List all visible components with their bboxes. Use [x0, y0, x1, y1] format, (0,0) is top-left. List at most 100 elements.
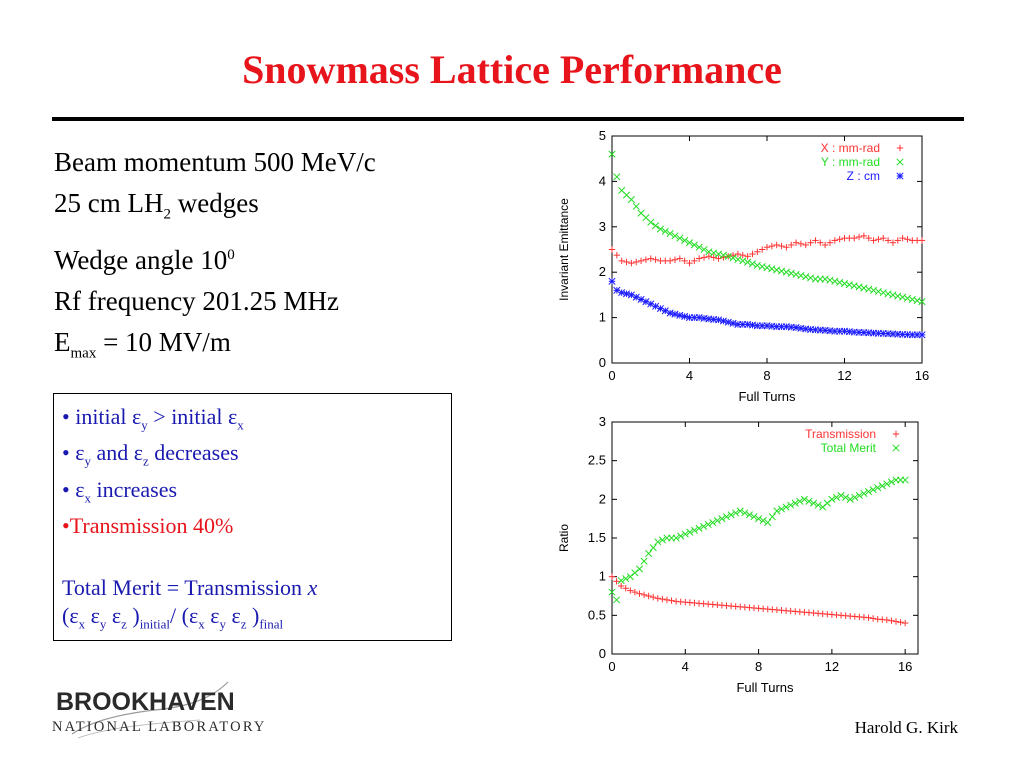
data-point	[887, 478, 895, 486]
data-point	[901, 476, 909, 484]
y-tick-label: 2	[599, 491, 606, 506]
data-point	[700, 245, 708, 254]
y-tick-label: 1	[599, 310, 606, 325]
data-point	[802, 273, 810, 281]
data-point	[691, 257, 698, 265]
data-point	[617, 576, 625, 585]
data-point	[719, 317, 727, 325]
data-point	[724, 318, 732, 326]
data-point	[768, 265, 776, 273]
data-point	[860, 232, 868, 240]
x-axis-label: Full Turns	[738, 389, 796, 404]
title-divider	[52, 117, 964, 121]
data-point	[727, 511, 735, 519]
data-point	[681, 530, 689, 538]
param-emax: Emax = 10 MV/m	[54, 327, 231, 362]
data-point	[884, 290, 892, 298]
data-point	[874, 484, 882, 492]
data-point	[713, 517, 721, 525]
data-point	[627, 196, 635, 204]
y-tick-label: 0.5	[588, 607, 606, 622]
data-point	[855, 233, 863, 241]
data-point	[671, 232, 679, 240]
y-tick-label: 5	[599, 128, 606, 143]
legend-label: Y : mm-rad	[821, 155, 880, 169]
data-point	[748, 260, 757, 268]
x-tick-label: 12	[837, 368, 851, 383]
data-point	[768, 242, 776, 250]
data-point	[782, 503, 790, 511]
data-point	[880, 234, 887, 242]
x-tick-label: 8	[755, 659, 762, 674]
data-point	[663, 596, 671, 604]
data-point	[805, 497, 813, 505]
legend-label: Total Merit	[821, 441, 877, 455]
x-axis-label: Full Turns	[736, 680, 794, 695]
y-axis-label: Invariant Emittance	[557, 198, 571, 301]
data-point	[654, 538, 662, 546]
legend-marker	[896, 172, 904, 180]
data-point	[613, 596, 621, 604]
data-point	[797, 240, 805, 248]
series-x	[608, 232, 926, 267]
data-point	[884, 237, 892, 244]
data-point	[850, 282, 858, 290]
data-point	[661, 227, 669, 235]
data-point	[842, 493, 850, 501]
data-point	[869, 615, 877, 622]
data-point	[656, 225, 664, 233]
data-point	[821, 275, 829, 283]
data-point	[860, 284, 868, 292]
data-point	[763, 244, 771, 251]
data-point	[690, 526, 699, 534]
data-point	[792, 270, 800, 279]
series-z	[608, 277, 926, 339]
merit-formula: (εx εy εz )initial/ (εx εy εz )final	[62, 603, 284, 632]
data-point	[672, 534, 680, 542]
data-point	[718, 515, 726, 523]
legend-marker	[892, 444, 900, 452]
data-point	[918, 331, 926, 339]
data-point	[773, 266, 781, 274]
data-point	[652, 256, 659, 263]
x-tick-label: 4	[682, 659, 689, 674]
data-point	[695, 255, 703, 262]
brookhaven-logo-graphic: BROOKHAVEN NATIONAL LABORATORY	[52, 681, 264, 739]
data-point	[633, 258, 640, 266]
data-point	[763, 264, 771, 272]
data-point	[908, 295, 916, 303]
data-point	[899, 293, 907, 301]
data-point	[654, 595, 662, 602]
data-point	[778, 242, 785, 250]
data-point	[832, 493, 841, 501]
data-point	[918, 237, 926, 244]
data-point	[855, 491, 863, 500]
param-wedge-angle: Wedge angle 100	[54, 245, 235, 276]
data-point	[753, 261, 761, 269]
x-tick-label: 8	[763, 368, 770, 383]
plot-frame	[611, 421, 919, 655]
data-point	[878, 482, 886, 490]
data-point	[754, 248, 761, 255]
data-point	[722, 513, 731, 521]
data-point	[889, 291, 897, 299]
data-point	[787, 501, 795, 509]
ratio-chart: 0 0.5 1 1.5 2 2.5 3 0 4 8 12 16 Full Turns Ratio Trans…	[528, 410, 938, 710]
y-tick-label: 3	[599, 414, 606, 429]
data-point	[695, 524, 703, 532]
data-point	[889, 239, 897, 246]
data-point	[792, 239, 800, 246]
data-point	[676, 255, 684, 262]
brookhaven-logo: BROOKHAVEN NATIONAL LABORATORY	[50, 672, 290, 742]
data-point	[627, 587, 634, 594]
data-point	[700, 522, 708, 530]
data-point	[622, 585, 629, 592]
series-y	[608, 150, 926, 306]
data-point	[865, 285, 873, 293]
data-point	[855, 283, 863, 291]
data-point	[797, 272, 805, 280]
data-point	[613, 578, 620, 585]
legend-marker	[896, 144, 904, 152]
data-point	[622, 575, 630, 583]
data-point	[913, 297, 921, 305]
